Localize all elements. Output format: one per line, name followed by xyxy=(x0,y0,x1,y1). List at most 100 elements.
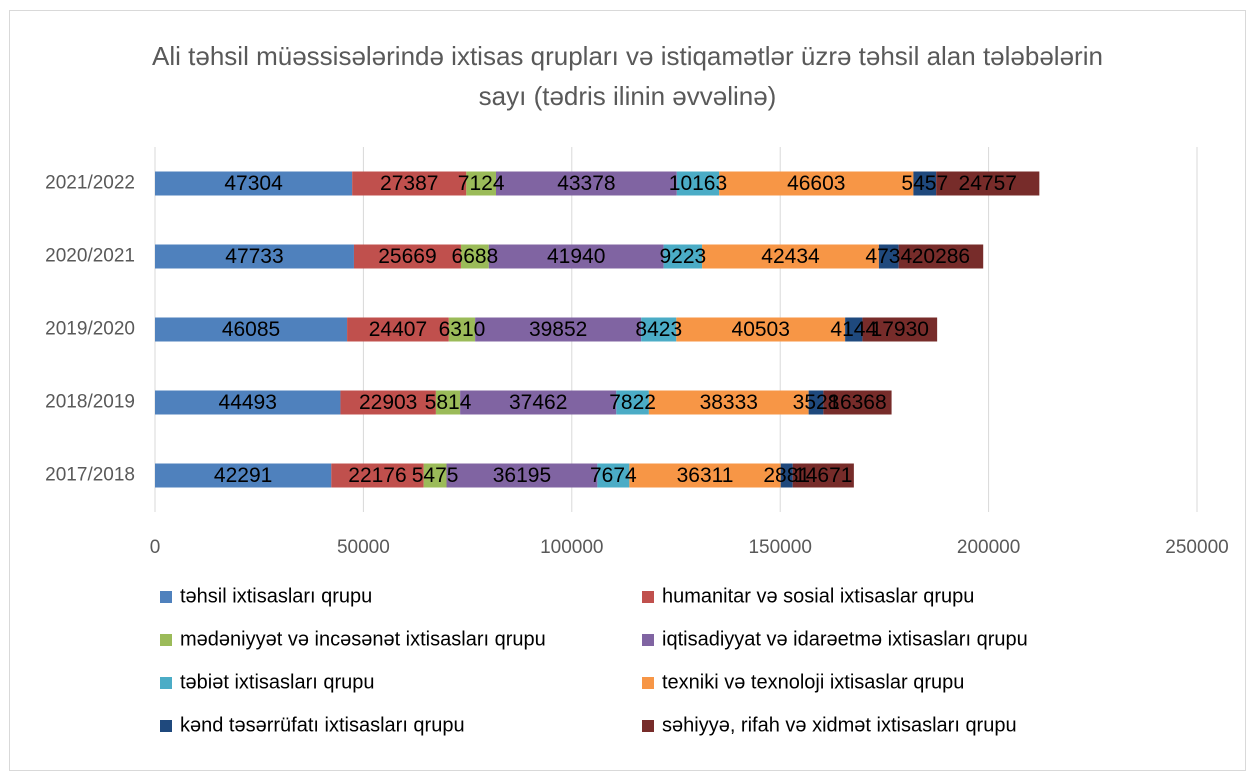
data-label: 10163 xyxy=(669,172,727,195)
legend-swatch xyxy=(160,634,172,646)
x-tick-label: 150000 xyxy=(748,537,811,558)
data-label: 5475 xyxy=(412,464,459,487)
bar-segment xyxy=(663,244,703,269)
data-label: 25669 xyxy=(378,245,436,268)
data-label: 5457 xyxy=(901,172,948,195)
data-label: 47304 xyxy=(224,172,283,195)
data-label: 4144 xyxy=(830,318,877,341)
legend-swatch xyxy=(160,591,172,603)
legend-label: iqtisadiyyat və idarəetmə ixtisasları qr… xyxy=(662,628,1028,650)
data-label: 42291 xyxy=(214,464,272,487)
data-label: 3528 xyxy=(793,391,840,414)
data-label: 44493 xyxy=(219,391,277,414)
data-label: 24757 xyxy=(959,172,1017,195)
legend-label: kənd təsərrüfatı ixtisasları qrupu xyxy=(180,714,465,736)
data-label: 22903 xyxy=(359,391,417,414)
bar-segment xyxy=(629,463,781,488)
legend-label: təbiət ixtisasları qrupu xyxy=(180,671,375,693)
bar-segment xyxy=(155,390,341,415)
data-label: 7124 xyxy=(458,172,505,195)
bar-segment xyxy=(155,171,353,196)
data-label: 20286 xyxy=(912,245,970,268)
data-label: 4734 xyxy=(865,245,912,268)
bar-segment xyxy=(845,317,863,342)
bar-segment xyxy=(446,463,598,488)
legend-swatch xyxy=(642,591,654,603)
data-label: 9223 xyxy=(659,245,706,268)
bar-segment xyxy=(460,390,617,415)
data-label: 46603 xyxy=(787,172,845,195)
bar-segment xyxy=(475,317,642,342)
x-tick-label: 0 xyxy=(150,537,161,558)
data-label: 7674 xyxy=(590,464,637,487)
chart-border xyxy=(9,10,1246,771)
x-tick-label: 50000 xyxy=(337,537,390,558)
data-label: 36311 xyxy=(677,464,734,487)
data-label: 36195 xyxy=(493,464,551,487)
data-label: 14671 xyxy=(794,464,852,487)
data-label: 39852 xyxy=(529,318,587,341)
legend-label: təhsil ixtisasları qrupu xyxy=(180,585,372,607)
data-label: 24407 xyxy=(369,318,427,341)
bar-segment xyxy=(466,171,497,196)
bar-segment xyxy=(423,463,447,488)
data-label: 40503 xyxy=(732,318,790,341)
bar-segment xyxy=(913,171,937,196)
data-label: 38333 xyxy=(700,391,758,414)
bar-segment xyxy=(597,463,630,488)
data-label: 41940 xyxy=(547,245,605,268)
legend-swatch xyxy=(642,677,654,689)
bar-segment xyxy=(648,390,809,415)
bar-segment xyxy=(808,390,824,415)
data-label: 17930 xyxy=(871,318,929,341)
bar-segment xyxy=(155,317,348,342)
y-tick-label: 2018/2019 xyxy=(45,392,135,413)
y-tick-label: 2020/2021 xyxy=(45,246,135,267)
bar-segment xyxy=(347,317,449,342)
legend-swatch xyxy=(642,634,654,646)
bar-segment xyxy=(862,317,938,342)
bar-segment xyxy=(616,390,649,415)
bar-segment xyxy=(792,463,854,488)
legend-swatch xyxy=(160,677,172,689)
bar-segment xyxy=(719,171,914,196)
bar-segment xyxy=(676,171,720,196)
bar-segment xyxy=(331,463,424,488)
chart-title: Ali təhsil müəssisələrində ixtisas qrupl… xyxy=(152,41,1103,111)
data-label: 27387 xyxy=(380,172,438,195)
bar-segment xyxy=(460,244,489,269)
legend-label: texniki və texnoloji ixtisaslar qrupu xyxy=(662,671,964,693)
bar-segment xyxy=(702,244,879,269)
bar-segment xyxy=(352,171,467,196)
bar-segment xyxy=(488,244,664,269)
bar-segment xyxy=(155,244,354,269)
bar-segment xyxy=(340,390,436,415)
data-label: 7822 xyxy=(609,391,656,414)
bar-segment xyxy=(155,463,332,488)
bar-segment xyxy=(353,244,461,269)
data-label: 37462 xyxy=(509,391,567,414)
legend-label: səhiyyə, rifah və xidmət ixtisasları qru… xyxy=(662,714,1017,736)
legend-swatch xyxy=(642,720,654,732)
y-tick-label: 2017/2018 xyxy=(45,465,135,486)
bar-segment xyxy=(496,171,677,196)
data-label: 43378 xyxy=(557,172,615,195)
bar-segment xyxy=(676,317,846,342)
data-label: 46085 xyxy=(222,318,280,341)
data-label: 42434 xyxy=(761,245,820,268)
x-tick-label: 250000 xyxy=(1165,537,1228,558)
bar-segment xyxy=(641,317,677,342)
data-label: 22176 xyxy=(348,464,406,487)
x-tick-label: 100000 xyxy=(540,537,603,558)
bar-segment xyxy=(878,244,899,269)
data-label: 6310 xyxy=(439,318,486,341)
y-tick-label: 2019/2020 xyxy=(45,319,135,340)
legend-swatch xyxy=(160,720,172,732)
bar-segment xyxy=(898,244,984,269)
bar-segment xyxy=(823,390,892,415)
data-label: 2881 xyxy=(763,464,810,487)
legend-label: humanitar və sosial ixtisaslar qrupu xyxy=(662,585,974,607)
bar-segment xyxy=(780,463,793,488)
data-label: 5814 xyxy=(425,391,472,414)
